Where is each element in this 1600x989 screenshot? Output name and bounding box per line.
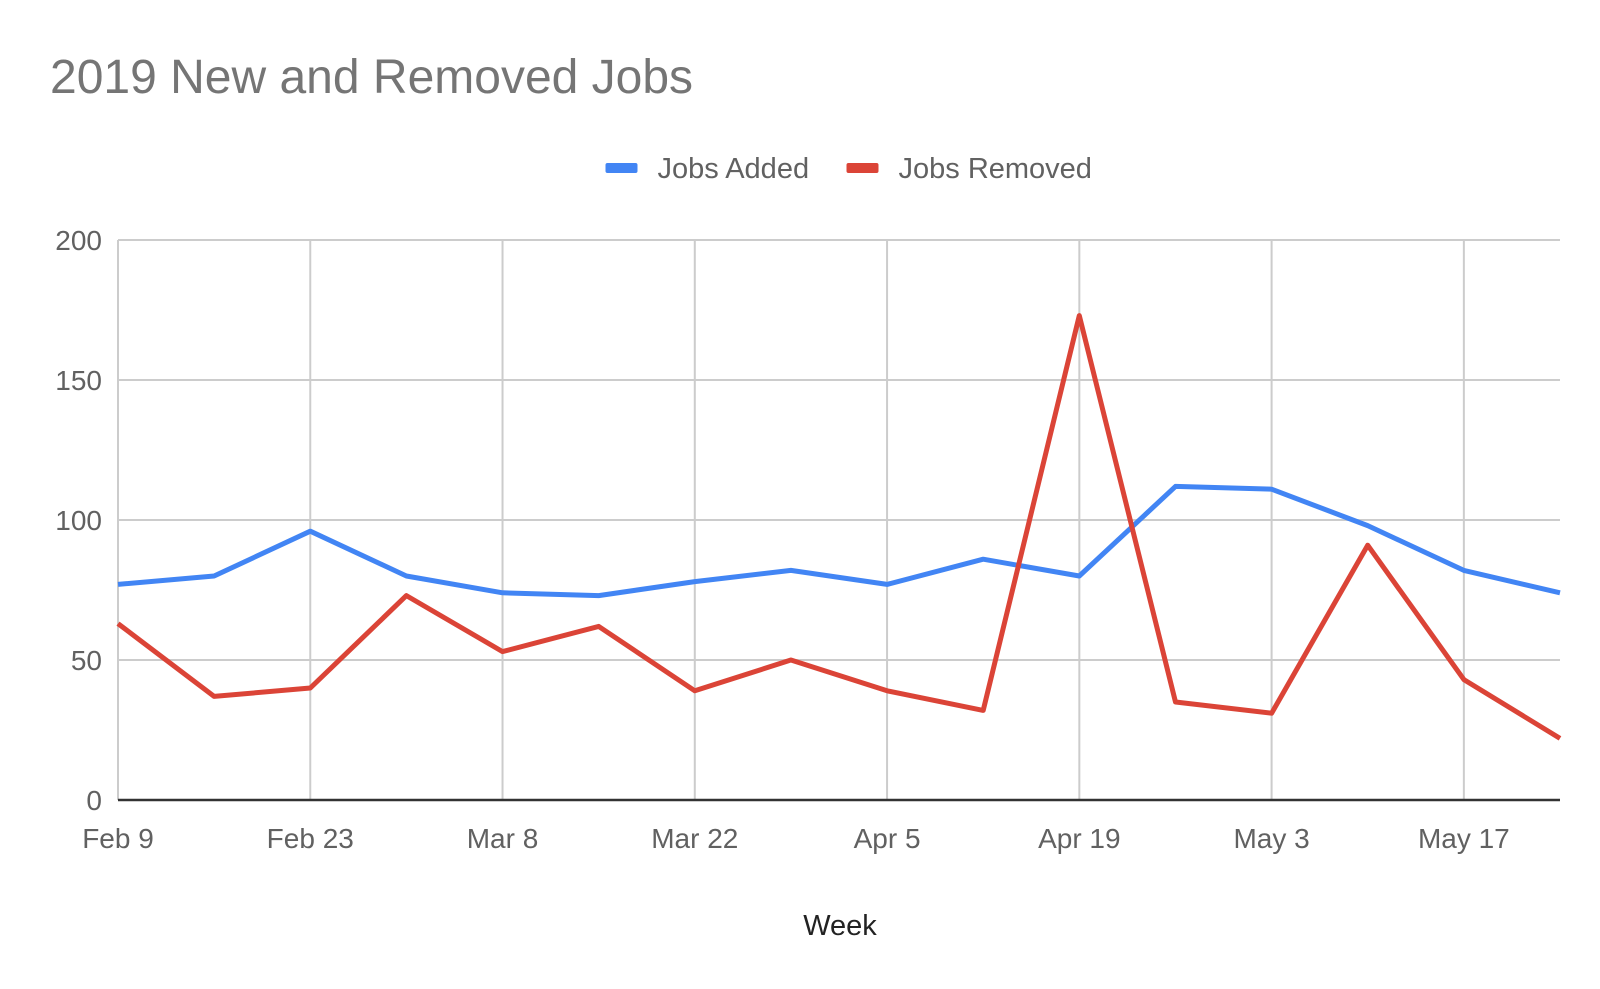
y-tick-label: 50: [71, 645, 102, 676]
x-tick-label: Feb 9: [82, 823, 154, 854]
x-axis-title: Week: [803, 910, 877, 942]
legend-swatch-jobs-removed: [846, 163, 879, 173]
series-line-jobs-removed: [116, 313, 1562, 741]
chart-title: 2019 New and Removed Jobs: [50, 51, 694, 104]
x-tick-label: Apr 5: [854, 823, 921, 854]
grid-layer: [117, 239, 1560, 800]
x-tick-label: Mar 22: [651, 823, 738, 854]
x-tick-label: Apr 19: [1038, 823, 1121, 854]
x-tick-label: Feb 23: [267, 823, 354, 854]
legend-swatch-jobs-added: [605, 163, 638, 173]
series-line-jobs-added: [117, 483, 1561, 599]
x-tick-label: May 17: [1418, 823, 1510, 854]
legend: Jobs Added Jobs Removed: [605, 153, 1092, 185]
y-tick-label: 150: [55, 365, 102, 396]
x-tick-label: Mar 8: [467, 823, 539, 854]
y-tick-label: 200: [55, 225, 102, 256]
legend-label-jobs-added: Jobs Added: [658, 153, 810, 185]
legend-label-jobs-removed: Jobs Removed: [899, 153, 1092, 185]
series-layer: [116, 313, 1562, 741]
y-tick-label: 100: [55, 505, 102, 536]
y-tick-label: 0: [86, 785, 102, 816]
axis-layer: 0 50 100 150 200 Feb 9 Feb 23 Mar 8 Mar 22 Apr 5 A…: [55, 225, 1560, 854]
x-tick-label: May 3: [1233, 823, 1309, 854]
